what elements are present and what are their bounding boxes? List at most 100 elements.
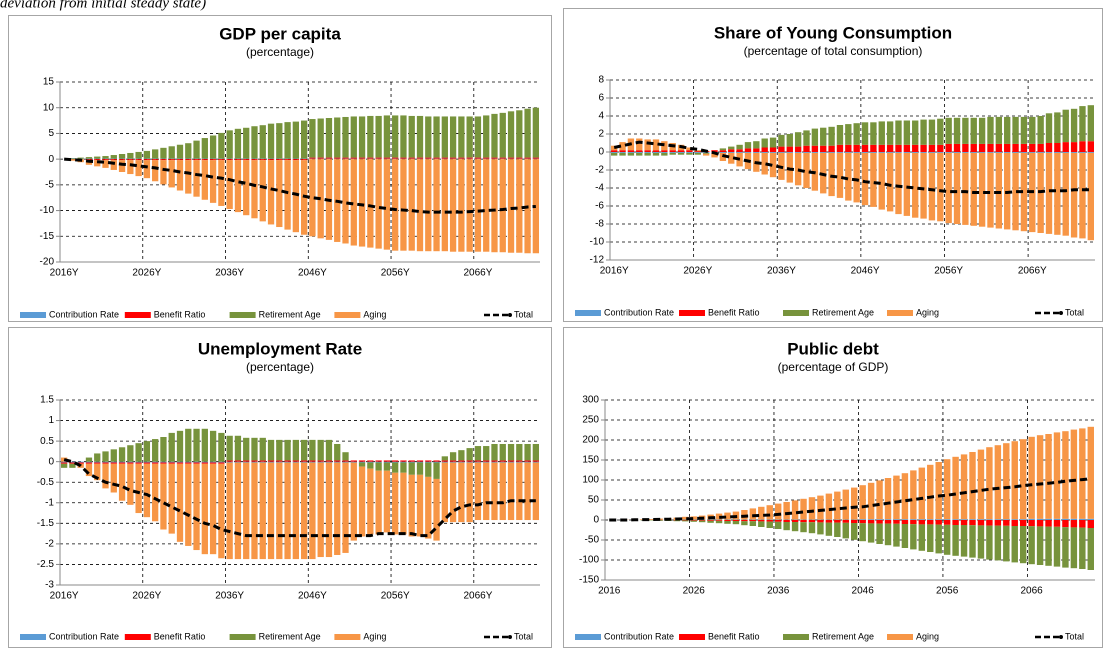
bar <box>259 462 266 560</box>
bar <box>853 152 860 203</box>
x-tick-label: 2066Y <box>463 591 492 602</box>
bar <box>761 138 768 148</box>
bar <box>1011 520 1018 526</box>
legend-swatch <box>229 312 256 318</box>
bar <box>491 460 498 462</box>
bar <box>441 461 448 463</box>
bar <box>168 146 175 159</box>
bar <box>953 152 961 224</box>
bar <box>201 158 208 160</box>
panel-border <box>563 8 1103 322</box>
bar <box>375 115 382 158</box>
bar <box>836 152 844 198</box>
bar <box>408 157 415 159</box>
bar <box>1045 518 1052 520</box>
bar <box>383 158 391 160</box>
bar <box>334 461 341 463</box>
bar <box>441 460 448 462</box>
chart-subtitle: (percentage of total consumption) <box>744 44 923 58</box>
bar <box>226 460 233 462</box>
bar <box>433 478 440 541</box>
bar <box>449 461 457 463</box>
bar <box>218 432 225 462</box>
bar <box>499 462 506 521</box>
bar <box>507 158 515 160</box>
bar <box>60 463 68 468</box>
bar <box>1062 152 1069 153</box>
bar <box>803 152 810 153</box>
bar <box>943 459 951 520</box>
bar <box>1054 152 1061 153</box>
legend-label: Contribution Rate <box>604 307 674 317</box>
bar <box>761 152 768 153</box>
bar <box>901 520 909 524</box>
bar <box>284 460 291 462</box>
bar <box>309 119 316 158</box>
bar <box>920 152 927 153</box>
bar <box>728 152 735 153</box>
bar <box>707 520 714 523</box>
bar <box>317 460 324 462</box>
bar <box>94 156 101 159</box>
bar <box>226 461 233 463</box>
bar <box>1004 143 1011 152</box>
bar <box>845 152 852 153</box>
bar <box>110 449 117 462</box>
bar <box>226 160 233 210</box>
bar <box>201 138 208 159</box>
bar <box>102 158 109 160</box>
bar <box>1012 152 1019 153</box>
bar <box>937 144 944 152</box>
bar <box>1020 152 1028 232</box>
bar <box>1087 520 1094 528</box>
bar <box>886 152 894 212</box>
bar <box>1062 109 1069 143</box>
legend-label: Total <box>514 631 533 641</box>
bar <box>284 462 291 560</box>
bar <box>1079 141 1086 152</box>
bar <box>935 524 942 554</box>
bar <box>644 152 651 156</box>
bar <box>358 461 366 463</box>
x-tick-label: 2046 <box>852 586 875 597</box>
bar <box>935 462 942 520</box>
bar <box>284 159 291 161</box>
legend-swatch <box>124 312 151 318</box>
bar <box>828 152 835 153</box>
x-tick-label: 2036Y <box>767 266 796 277</box>
bar <box>267 123 275 159</box>
bar <box>118 159 126 161</box>
bar <box>811 152 819 153</box>
bar <box>828 152 835 197</box>
bar <box>851 487 858 520</box>
bar <box>994 519 1002 520</box>
bar <box>392 158 399 160</box>
y-tick-label: -20 <box>40 257 55 268</box>
bar <box>532 158 540 160</box>
bar <box>1036 520 1044 527</box>
x-tick-label: 2066Y <box>463 268 492 279</box>
bar <box>143 441 151 462</box>
bar <box>425 476 432 539</box>
legend-label: Contribution Rate <box>49 631 119 641</box>
bar <box>702 153 710 156</box>
bar <box>127 159 134 161</box>
bar <box>736 152 743 153</box>
y-tick-label: 0 <box>48 154 54 165</box>
bar <box>69 461 76 463</box>
bar <box>499 460 506 462</box>
bar <box>970 143 977 152</box>
bar <box>218 158 225 160</box>
bar <box>912 152 919 153</box>
bar <box>474 157 482 159</box>
bar <box>774 503 782 520</box>
bar <box>400 460 407 462</box>
bar <box>69 463 76 468</box>
bar <box>168 158 175 160</box>
bar <box>766 521 773 528</box>
bar <box>499 112 506 158</box>
bar <box>994 445 1002 520</box>
bar <box>367 159 374 248</box>
bar <box>867 520 875 524</box>
legend-label: Retirement Age <box>259 309 321 319</box>
